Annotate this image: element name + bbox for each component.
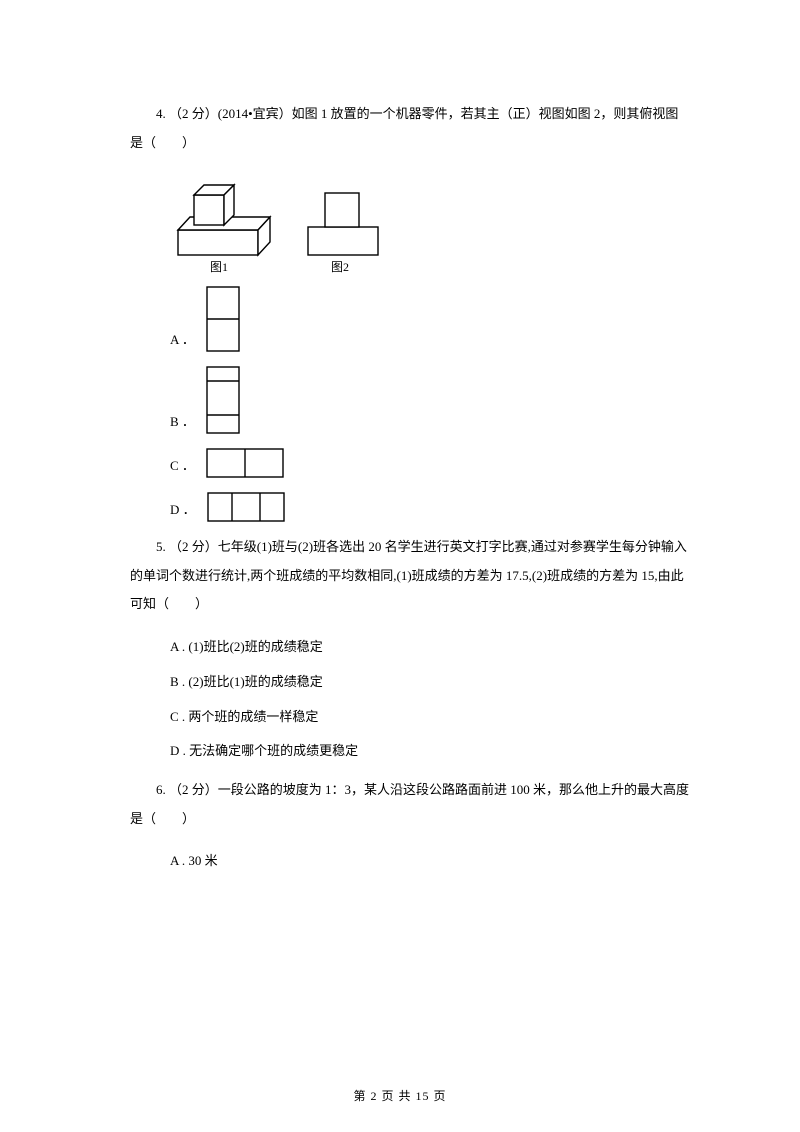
q4-text: 4. （2 分）(2014•宜宾）如图 1 放置的一个机器零件，若其主（正）视图… <box>130 100 690 157</box>
q4-option-c: C ． <box>170 445 690 481</box>
q6-optA: A . 30 米 <box>170 851 690 872</box>
q4-optB-label: B ． <box>170 412 195 437</box>
q4-option-d: D ． <box>170 489 690 525</box>
q4-optB-shape <box>203 363 253 437</box>
q4-optA-shape <box>203 283 253 355</box>
q4-optA-label: A ． <box>170 330 195 355</box>
q4-option-a: A ． <box>170 283 690 355</box>
q4-optC-label: C ． <box>170 456 195 481</box>
q5-optD: D . 无法确定哪个班的成绩更稳定 <box>170 741 690 762</box>
page-footer: 第 2 页 共 15 页 <box>0 1087 800 1104</box>
fig2-label: 图2 <box>331 260 349 274</box>
q5-optB: B . (2)班比(1)班的成绩稳定 <box>170 672 690 693</box>
fig1-label: 图1 <box>210 260 228 274</box>
q4-optD-shape <box>204 489 294 525</box>
q4-option-b: B ． <box>170 363 690 437</box>
q6-text: 6. （2 分）一段公路的坡度为 1：3，某人沿这段公路路面前进 100 米，那… <box>130 776 690 833</box>
figure-1: 图1 <box>170 175 280 275</box>
q5-optA: A . (1)班比(2)班的成绩稳定 <box>170 637 690 658</box>
q4-optD-label: D ． <box>170 500 196 525</box>
figure-2: 图2 <box>303 175 393 275</box>
q4-figures: 图1 图2 <box>170 175 690 275</box>
q4-optC-shape <box>203 445 293 481</box>
q5-optC: C . 两个班的成绩一样稳定 <box>170 707 690 728</box>
q5-text: 5. （2 分）七年级(1)班与(2)班各选出 20 名学生进行英文打字比赛,通… <box>130 533 690 619</box>
